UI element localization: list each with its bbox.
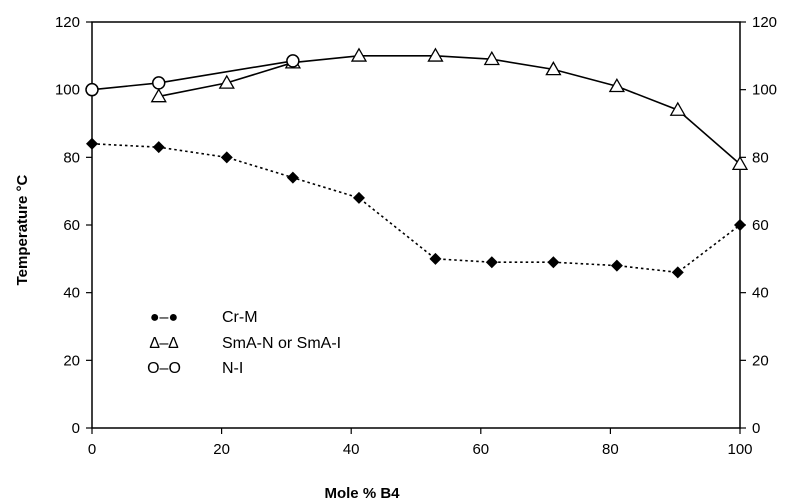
y-right-tick-label: 0 [752, 420, 760, 437]
data-point-crm [671, 266, 684, 279]
data-point-crm [152, 141, 165, 154]
legend-entry: O–O N-I [147, 360, 243, 377]
x-axis-title: Mole % B4 [324, 485, 400, 502]
data-point-ni [151, 76, 166, 90]
series-line-crm [91, 143, 741, 274]
y-tick-label: 60 [63, 217, 80, 234]
series-line-sma [158, 55, 741, 165]
series-sma [150, 47, 749, 171]
x-tick-label: 80 [602, 441, 619, 458]
legend-symbol: O–O [147, 360, 181, 377]
x-tick-label: 0 [88, 441, 96, 458]
legend-symbol: ∆–∆ [150, 335, 179, 352]
y-right-tick-label: 100 [752, 82, 777, 99]
data-point-crm [352, 191, 365, 204]
legend: ●–● Cr-M ∆–∆ SmA-N or SmA-I O–O N-I [147, 309, 341, 377]
data-point-crm [86, 137, 98, 150]
series-layer [85, 47, 749, 279]
data-point-sma [150, 88, 167, 103]
data-point-ni [286, 54, 300, 68]
legend-entry: ∆–∆ SmA-N or SmA-I [150, 335, 341, 352]
y-right-tick-label: 40 [752, 285, 769, 302]
y-tick-label: 0 [72, 420, 80, 437]
series-ni [85, 54, 300, 97]
legend-label: N-I [222, 360, 243, 377]
data-point-sma [483, 50, 500, 66]
data-point-sma [608, 77, 626, 93]
x-tick-label: 60 [472, 441, 489, 458]
data-point-crm [286, 171, 299, 184]
legend-symbol: ●–● [150, 309, 178, 326]
x-tick-label: 20 [213, 441, 230, 458]
x-tick-label: 40 [343, 441, 360, 458]
data-point-crm [610, 259, 623, 272]
legend-label: SmA-N or SmA-I [222, 335, 341, 352]
series-crm [86, 137, 746, 279]
data-point-sma [545, 61, 562, 76]
data-point-crm [220, 151, 233, 164]
data-point-sma [218, 74, 235, 89]
data-point-sma [669, 101, 686, 116]
data-point-ni [85, 82, 99, 97]
data-point-sma [350, 47, 368, 62]
data-point-crm [429, 252, 442, 265]
data-point-crm [734, 219, 746, 231]
data-point-sma [731, 155, 749, 171]
data-point-sma [427, 47, 444, 62]
y-right-tick-label: 80 [752, 149, 769, 166]
legend-entry: ●–● Cr-M [150, 309, 258, 326]
legend-label: Cr-M [222, 309, 258, 326]
plot-area [91, 21, 741, 429]
y-tick-label: 120 [55, 14, 80, 31]
y-tick-label: 100 [55, 82, 80, 99]
y-right-tick-label: 60 [752, 217, 769, 234]
data-point-crm [547, 256, 560, 269]
y-right-tick-label: 120 [752, 14, 777, 31]
y-axis-title: Temperature °C [14, 174, 31, 285]
ticks: 0 20 40 60 80 1000204060801001200204060801001… [55, 14, 777, 458]
y-tick-label: 40 [63, 285, 80, 302]
data-point-crm [485, 256, 498, 269]
y-right-tick-label: 20 [752, 352, 769, 369]
x-tick-label: 100 [727, 441, 752, 458]
y-tick-label: 80 [63, 149, 80, 166]
series-line-ni [91, 60, 294, 91]
y-tick-label: 20 [63, 352, 80, 369]
